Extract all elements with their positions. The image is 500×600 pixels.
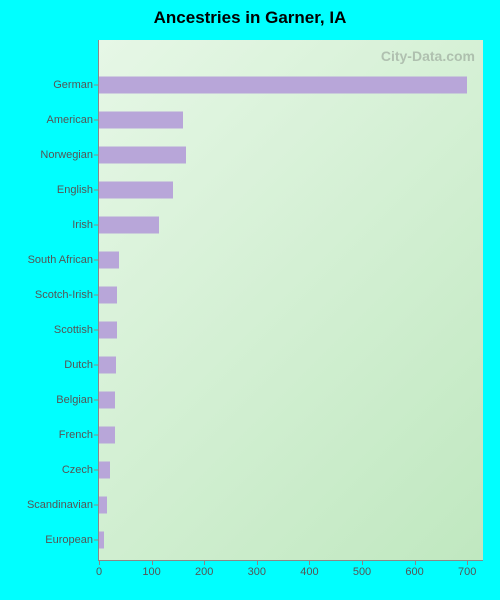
x-tick-label: 0 [96,566,102,578]
x-tick-mark [257,560,258,565]
bar [99,112,183,129]
y-tick-label: Scottish [54,324,93,336]
x-tick-mark [204,560,205,565]
bar [99,497,107,514]
chart-title: Ancestries in Garner, IA [0,8,500,28]
x-tick-label: 100 [142,566,160,578]
x-tick-mark [415,560,416,565]
bar [99,147,186,164]
bar [99,252,119,269]
plot-area: City-Data.com 0100200300400500600700Germ… [98,40,483,561]
x-tick-mark [152,560,153,565]
x-tick-mark [362,560,363,565]
watermark-text: City-Data.com [381,48,475,64]
x-tick-label: 700 [458,566,476,578]
y-tick-label: American [47,114,93,126]
bar [99,77,467,94]
y-tick-label: Czech [62,464,93,476]
bar [99,322,117,339]
y-tick-label: Norwegian [40,149,93,161]
y-tick-label: English [57,184,93,196]
y-tick-label: Scotch-Irish [35,289,93,301]
bar [99,182,173,199]
bar [99,287,117,304]
x-tick-label: 400 [300,566,318,578]
y-tick-label: Belgian [56,394,93,406]
x-tick-label: 500 [353,566,371,578]
page-root: Ancestries in Garner, IA City-Data.com 0… [0,0,500,600]
bar [99,462,110,479]
bar [99,217,159,234]
y-tick-label: Irish [72,219,93,231]
x-tick-mark [467,560,468,565]
bar [99,532,104,549]
x-tick-label: 200 [195,566,213,578]
x-tick-mark [309,560,310,565]
y-tick-label: Scandinavian [27,499,93,511]
bar [99,357,116,374]
bar [99,392,115,409]
y-tick-label: Dutch [64,359,93,371]
y-tick-label: South African [28,254,93,266]
x-tick-mark [99,560,100,565]
y-tick-label: European [45,534,93,546]
x-tick-label: 300 [248,566,266,578]
y-tick-label: French [59,429,93,441]
x-tick-label: 600 [405,566,423,578]
bar [99,427,115,444]
y-tick-label: German [53,79,93,91]
